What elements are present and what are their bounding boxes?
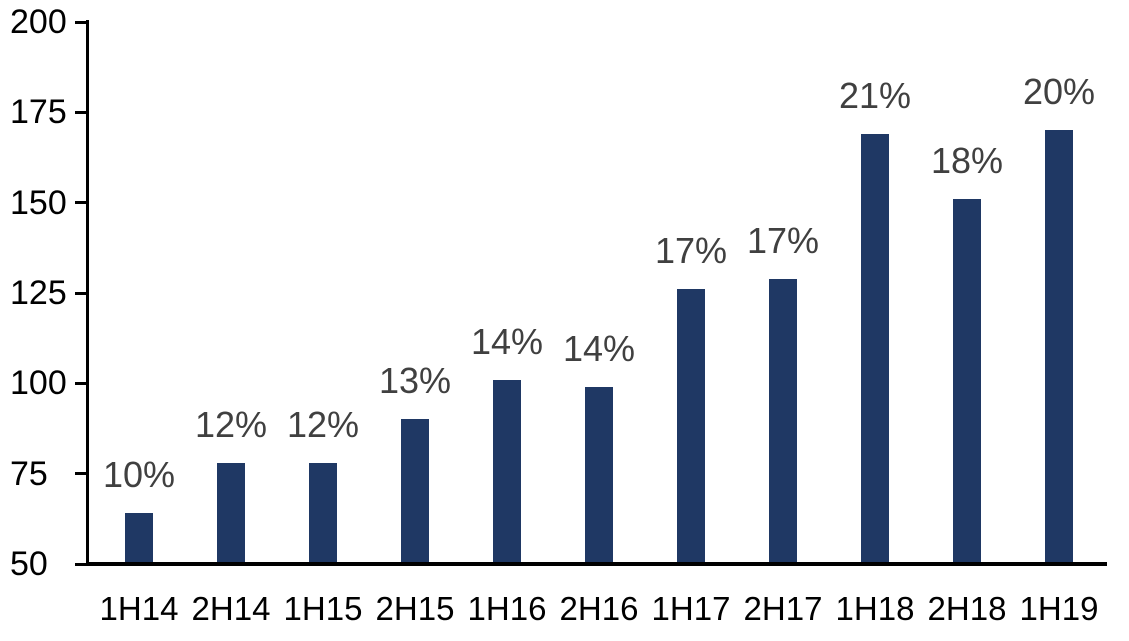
x-axis-label-1H14: 1H14 (99, 590, 179, 627)
bar-data-label-2H18: 18% (930, 140, 1004, 181)
y-axis-tick (75, 382, 87, 385)
bar-data-label-2H14: 12% (194, 404, 268, 445)
bar-2H15 (401, 419, 429, 564)
y-axis-tick-label: 125 (10, 274, 67, 312)
x-axis-label-1H17: 1H17 (651, 590, 731, 627)
bar-1H16 (493, 380, 521, 564)
y-axis-tick (75, 563, 87, 566)
y-axis-tick (75, 201, 87, 204)
bar-data-label-2H17: 17% (746, 220, 820, 261)
bar-1H19 (1045, 130, 1073, 564)
bar-data-label-1H14: 10% (102, 454, 176, 495)
x-axis-label-2H17: 2H17 (743, 590, 823, 627)
bar-data-label-1H17: 17% (654, 230, 728, 271)
x-axis-label-1H18: 1H18 (835, 590, 915, 627)
y-axis-tick-label: 50 (10, 545, 48, 583)
bar-data-label-1H19: 20% (1022, 71, 1096, 112)
y-axis-tick (75, 21, 87, 24)
y-axis-tick (75, 472, 87, 475)
x-axis-label-2H18: 2H18 (927, 590, 1007, 627)
bar-data-label-1H16: 14% (470, 321, 544, 362)
y-axis-tick-label: 75 (10, 455, 48, 493)
bar-data-label-1H15: 12% (286, 404, 360, 445)
bar-data-label-2H15: 13% (378, 360, 452, 401)
y-axis-tick-label: 150 (10, 184, 67, 222)
x-axis-label-2H15: 2H15 (375, 590, 455, 627)
x-axis-label-2H16: 2H16 (559, 590, 639, 627)
y-axis-line (86, 20, 89, 566)
x-axis-line (86, 562, 1107, 566)
bar-2H14 (217, 463, 245, 564)
x-axis-label-1H15: 1H15 (283, 590, 363, 627)
bar-data-label-2H16: 14% (562, 328, 636, 369)
bar-1H14 (125, 513, 153, 564)
bar-2H18 (953, 199, 981, 564)
y-axis-tick (75, 292, 87, 295)
bar-1H15 (309, 463, 337, 564)
x-axis-label-1H16: 1H16 (467, 590, 547, 627)
bar-1H18 (861, 134, 889, 564)
x-axis-label-2H14: 2H14 (191, 590, 271, 627)
bar-1H17 (677, 289, 705, 564)
bar-2H17 (769, 279, 797, 564)
x-axis-label-1H19: 1H19 (1019, 590, 1099, 627)
y-axis-tick-label: 200 (10, 3, 67, 41)
bar-data-label-1H18: 21% (838, 75, 912, 116)
y-axis-tick-label: 175 (10, 93, 67, 131)
y-axis-tick-label: 100 (10, 364, 67, 402)
y-axis-tick (75, 111, 87, 114)
bar-2H16 (585, 387, 613, 564)
